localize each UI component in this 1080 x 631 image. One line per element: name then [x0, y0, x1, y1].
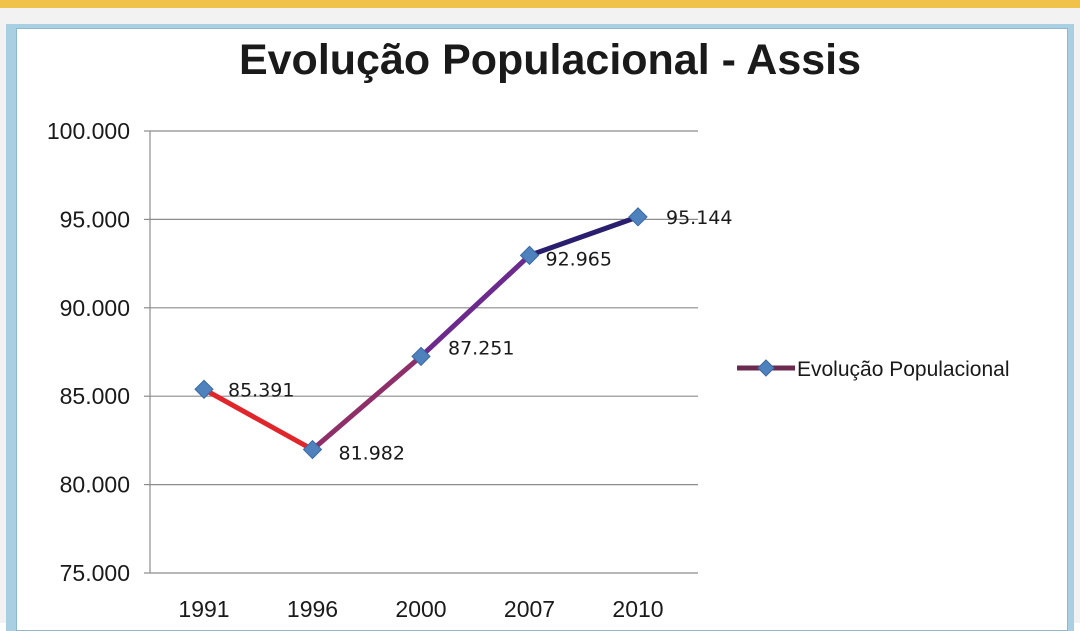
- y-tick-labels: 75.000 80.000 85.000 90.000 95.000 100.000: [47, 118, 130, 586]
- x-tick-label: 1991: [178, 596, 229, 622]
- data-label: 92.965: [546, 248, 612, 270]
- x-tick-label: 1996: [287, 596, 338, 622]
- y-tick-label: 100.000: [47, 118, 130, 144]
- chart-panel: [6, 24, 1074, 631]
- axes: [144, 130, 698, 574]
- data-point-marker: [519, 245, 540, 266]
- data-label: 95.144: [666, 207, 732, 229]
- gridlines: [150, 130, 698, 486]
- series-line-segment: [310, 353, 424, 453]
- data-point-marker: [628, 207, 648, 227]
- chart-title: Evolução Populacional - Assis: [238, 36, 862, 84]
- x-tick-labels: 1991 1996 2000 2007 2010: [178, 596, 663, 622]
- data-label: 85.391: [228, 379, 294, 401]
- series-markers: [194, 207, 648, 460]
- x-tick-label: 2000: [395, 596, 446, 622]
- y-tick-label: 85.000: [60, 383, 130, 409]
- data-label: 81.982: [339, 443, 405, 465]
- data-point-marker: [194, 379, 214, 399]
- legend-label: Evolução Populacional: [797, 358, 1009, 381]
- series-line-segment: [418, 252, 532, 359]
- y-tick-label: 90.000: [60, 295, 130, 321]
- series-line-segment: [201, 386, 315, 453]
- data-labels: 85.391 81.982 87.251 92.965 95.144: [228, 207, 732, 465]
- series-line-segment: [527, 214, 641, 258]
- data-label: 87.251: [448, 337, 514, 359]
- legend: Evolução Populacional: [737, 358, 1009, 381]
- legend-marker: [757, 359, 775, 377]
- y-tick-label: 75.000: [60, 560, 130, 586]
- x-tick-label: 2007: [504, 596, 555, 622]
- y-tick-label: 95.000: [60, 206, 130, 232]
- line-chart: 75.000 80.000 85.000 90.000 95.000 100.000 19…: [47, 118, 1010, 622]
- series-line: [201, 214, 641, 453]
- y-tick-label: 80.000: [60, 472, 130, 498]
- x-tick-label: 2010: [612, 596, 663, 622]
- data-point-marker: [302, 439, 323, 460]
- data-point-marker: [411, 346, 431, 367]
